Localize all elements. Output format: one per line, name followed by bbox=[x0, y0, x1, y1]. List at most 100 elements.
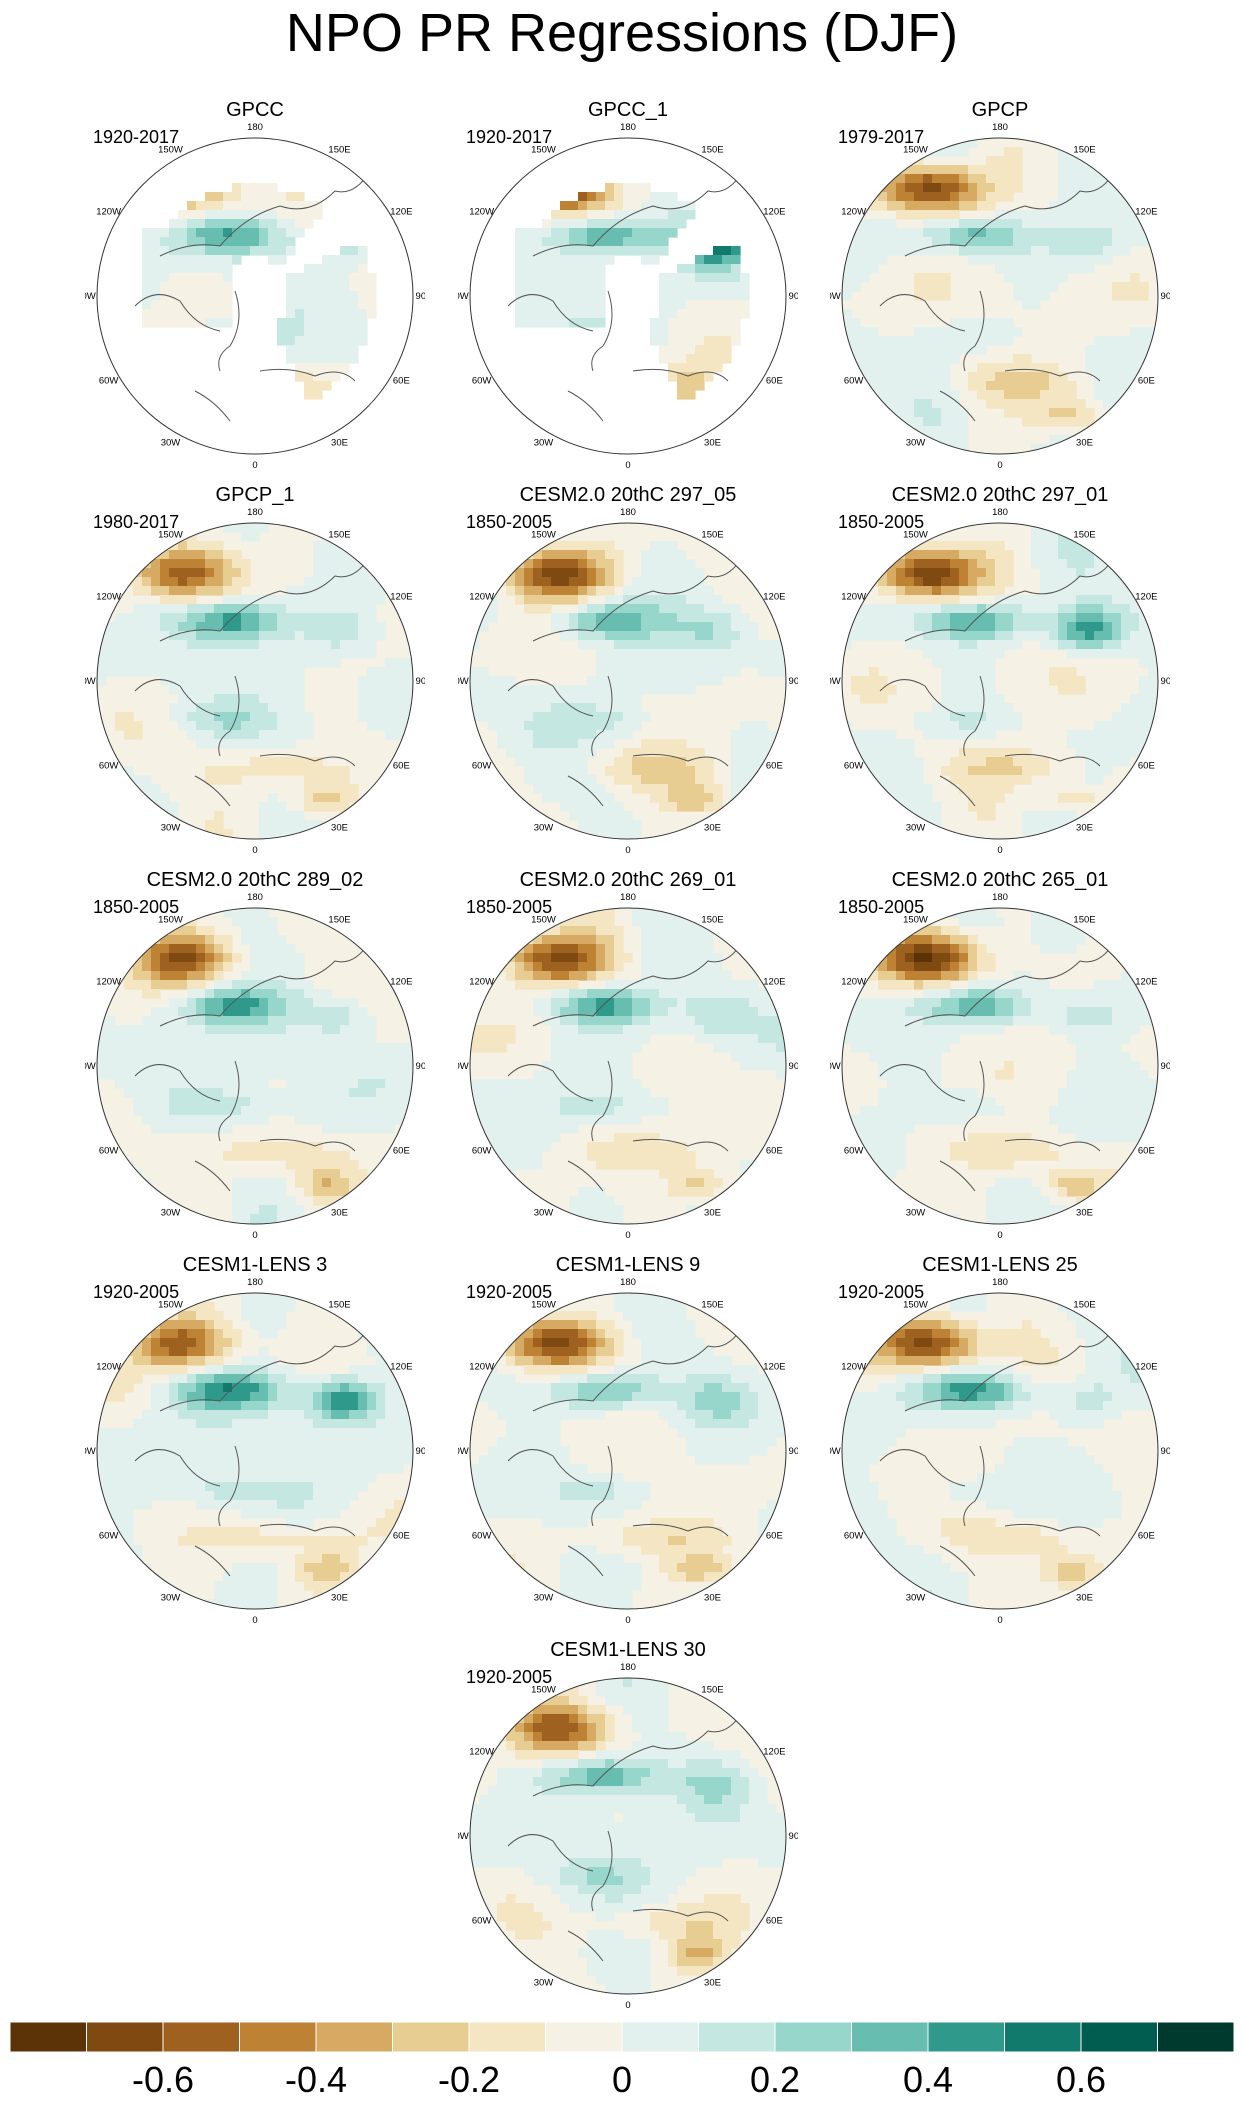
longitude-label: 30W bbox=[534, 1207, 554, 1218]
longitude-label: 60W bbox=[844, 1531, 864, 1542]
longitude-label: 30W bbox=[534, 822, 554, 833]
polar-map: 180 150E 120E 90E 60E 30E 0 30W 60W 90W 120W 150W bbox=[458, 1662, 798, 2008]
colorbar-swatch bbox=[86, 2022, 164, 2052]
panel-period: 1920-2005 bbox=[93, 1282, 180, 1302]
longitude-label: 90E bbox=[789, 291, 798, 302]
coastline bbox=[507, 170, 744, 422]
longitude-label: 60W bbox=[99, 1146, 119, 1157]
polar-map: 180 150E 120E 90E 60E 30E 0 30W 60W 90W 120W 150W bbox=[830, 892, 1170, 1238]
longitude-label: 30E bbox=[704, 437, 721, 448]
longitude-label: 150E bbox=[1073, 145, 1095, 156]
panel-title: CESM1-LENS 30 bbox=[550, 1639, 706, 1661]
colorbar-tick-label: -0.6 bbox=[131, 2059, 195, 2100]
coastline bbox=[507, 555, 744, 807]
longitude-label: 90W bbox=[458, 676, 469, 687]
longitude-label: 180 bbox=[992, 122, 1008, 133]
longitude-label: 30E bbox=[704, 1592, 721, 1603]
longitude-label: 0 bbox=[625, 1615, 630, 1623]
panel-period: 1980-2017 bbox=[93, 512, 180, 532]
map-border bbox=[841, 907, 1159, 1225]
longitude-label: 90E bbox=[416, 1061, 425, 1072]
map-border bbox=[469, 1292, 787, 1610]
longitude-label: 150W bbox=[531, 915, 556, 926]
panel-period: 1920-2005 bbox=[466, 1667, 553, 1687]
longitude-label: 120W bbox=[96, 592, 121, 603]
longitude-label: 0 bbox=[252, 1615, 257, 1623]
longitude-label: 30W bbox=[161, 437, 181, 448]
longitude-label: 0 bbox=[625, 2000, 630, 2008]
panel-title: CESM2.0 20thC 297_05 bbox=[519, 484, 737, 506]
polar-map: 180 150E 120E 90E 60E 30E 0 30W 60W 90W 120W 150W bbox=[85, 122, 425, 468]
coastline bbox=[879, 1325, 1116, 1577]
longitude-label: 120W bbox=[96, 977, 121, 988]
longitude-label: 90E bbox=[789, 676, 798, 687]
longitude-label: 150E bbox=[328, 1300, 350, 1311]
longitude-label: 0 bbox=[625, 460, 630, 468]
panel-title: GPCC bbox=[226, 99, 284, 121]
longitude-label: 0 bbox=[625, 845, 630, 853]
map-border bbox=[469, 522, 787, 840]
longitude-label: 30W bbox=[906, 437, 926, 448]
colorbar-swatch bbox=[851, 2022, 929, 2052]
longitude-label: 60W bbox=[472, 761, 492, 772]
longitude-label: 30E bbox=[1076, 437, 1093, 448]
longitude-label: 0 bbox=[997, 1230, 1002, 1238]
panel-period: 1850-2005 bbox=[838, 512, 925, 532]
longitude-label: 90W bbox=[830, 1061, 841, 1072]
longitude-label: 90W bbox=[458, 1831, 469, 1842]
colorbar-swatch bbox=[392, 2022, 470, 2052]
longitude-label: 90E bbox=[1161, 1446, 1170, 1457]
longitude-label: 180 bbox=[620, 1662, 636, 1673]
longitude-label: 120E bbox=[390, 207, 412, 218]
longitude-label: 150W bbox=[903, 530, 928, 541]
longitude-label: 60E bbox=[766, 376, 783, 387]
longitude-label: 90E bbox=[416, 1446, 425, 1457]
longitude-label: 90E bbox=[416, 676, 425, 687]
longitude-label: 150W bbox=[903, 1300, 928, 1311]
longitude-label: 30E bbox=[1076, 822, 1093, 833]
map-border bbox=[96, 1292, 414, 1610]
longitude-label: 150E bbox=[701, 915, 723, 926]
longitude-label: 30E bbox=[704, 1207, 721, 1218]
colorbar-swatch bbox=[621, 2022, 699, 2052]
longitude-label: 30E bbox=[1076, 1592, 1093, 1603]
longitude-label: 120W bbox=[469, 207, 494, 218]
longitude-label: 90W bbox=[830, 291, 841, 302]
longitude-label: 0 bbox=[997, 1615, 1002, 1623]
polar-map: 180 150E 120E 90E 60E 30E 0 30W 60W 90W 120W 150W bbox=[830, 122, 1170, 468]
longitude-label: 120W bbox=[841, 977, 866, 988]
longitude-label: 0 bbox=[252, 845, 257, 853]
longitude-label: 150E bbox=[1073, 530, 1095, 541]
polar-map: 180 150E 120E 90E 60E 30E 0 30W 60W 90W 120W 150W bbox=[830, 1277, 1170, 1623]
longitude-label: 120E bbox=[763, 977, 785, 988]
longitude-label: 180 bbox=[620, 122, 636, 133]
longitude-label: 30E bbox=[331, 437, 348, 448]
longitude-label: 90W bbox=[830, 676, 841, 687]
longitude-label: 120W bbox=[469, 1362, 494, 1373]
longitude-label: 30W bbox=[534, 437, 554, 448]
polar-map: 180 150E 120E 90E 60E 30E 0 30W 60W 90W 120W 150W bbox=[85, 507, 425, 853]
longitude-label: 90E bbox=[1161, 676, 1170, 687]
longitude-label: 60W bbox=[472, 1146, 492, 1157]
longitude-label: 90E bbox=[1161, 291, 1170, 302]
longitude-label: 90E bbox=[789, 1061, 798, 1072]
longitude-label: 120E bbox=[1135, 1362, 1157, 1373]
colorbar-swatch bbox=[315, 2022, 393, 2052]
colorbar-tick-label: -0.4 bbox=[284, 2059, 348, 2100]
longitude-label: 180 bbox=[620, 507, 636, 518]
longitude-label: 150E bbox=[328, 145, 350, 156]
longitude-label: 0 bbox=[252, 460, 257, 468]
longitude-label: 60W bbox=[472, 376, 492, 387]
longitude-label: 150E bbox=[328, 915, 350, 926]
coastline bbox=[134, 940, 371, 1192]
colorbar-tick-label: 0.6 bbox=[1055, 2059, 1107, 2100]
panel-period: 1850-2005 bbox=[93, 897, 180, 917]
colorbar-labels: -0.6 -0.4 -0.2 0 0.2 0.4 0.6 bbox=[0, 2058, 1244, 2102]
longitude-label: 60E bbox=[393, 1531, 410, 1542]
longitude-label: 60E bbox=[393, 761, 410, 772]
